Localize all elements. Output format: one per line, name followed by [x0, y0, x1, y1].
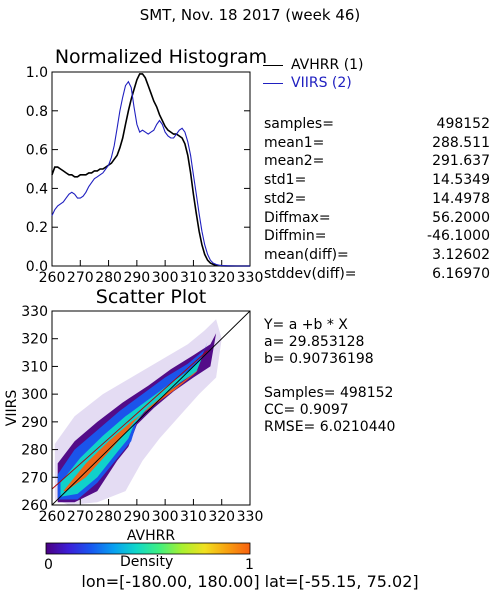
stat-label: mean1=: [264, 134, 325, 151]
stat-label: mean(diff)=: [264, 246, 349, 263]
scatter-title: Scatter Plot: [96, 286, 206, 308]
stat-value: 14.5349: [432, 172, 490, 189]
histogram-ytick-label: 0.8: [26, 104, 48, 120]
legend-viirs-label: VIIRS (2): [291, 75, 352, 91]
stat-value: -46.1000: [427, 228, 490, 245]
stat-label: Diffmin=: [264, 228, 327, 245]
stat-value: 56.2000: [432, 209, 490, 226]
histogram-xtick-label: 300: [152, 270, 179, 286]
scatter-ytick-label: 300: [21, 387, 48, 403]
stat-label: stddev(diff)=: [264, 265, 357, 282]
scatter-xtick-label: 330: [237, 509, 264, 525]
one-to-one-line: [51, 310, 251, 506]
stat-value: 498152: [436, 116, 490, 132]
legend-viirs-swatch: [263, 82, 283, 84]
regression-rmse: RMSE= 6.0210440: [264, 419, 396, 435]
scatter-ytick-label: 330: [21, 304, 48, 320]
scatter-ylabel: VIIRS: [4, 390, 20, 427]
histogram-xtick-label: 280: [95, 270, 122, 286]
legend-avhrr-swatch: [263, 64, 283, 66]
footer-coords: lon=[-180.00, 180.00] lat=[-55.15, 75.02…: [81, 572, 419, 591]
histogram-title: Normalized Histogram: [55, 46, 267, 68]
histogram-xtick-label: 270: [67, 270, 94, 286]
stat-label: mean2=: [264, 153, 325, 170]
scatter-xtick-label: 280: [95, 509, 122, 525]
legend-avhrr: AVHRR (1): [263, 57, 364, 73]
stat-value: 288.511: [432, 134, 490, 151]
histogram-xtick-label: 330: [237, 270, 264, 286]
scatter-xtick-label: 300: [152, 509, 179, 525]
colorbar-max-label: 1: [245, 557, 254, 573]
scatter-xtick-label: 320: [208, 509, 235, 525]
colorbar-min-label: 0: [44, 557, 53, 573]
histogram-ytick-label: 0.6: [26, 143, 48, 159]
scatter-ytick-label: 290: [21, 415, 48, 431]
stat-label: std2=: [264, 190, 307, 207]
scatter-ytick-label: 260: [21, 498, 48, 514]
stat-value: 3.12602: [432, 246, 490, 263]
scatter-xtick-label: 310: [180, 509, 207, 525]
scatter-ytick-label: 270: [21, 470, 48, 486]
histogram-xtick-label: 260: [39, 270, 66, 286]
regression-equation: Y= a +b * X: [264, 317, 348, 333]
histogram-ytick-label: 1.0: [26, 65, 48, 81]
stat-label: std1=: [264, 172, 307, 189]
scatter-frame: [51, 310, 251, 506]
regression-b: b= 0.90736198: [264, 351, 374, 367]
histogram-frame: [51, 71, 251, 267]
histogram-ytick-label: 0.4: [26, 181, 48, 197]
scatter-xtick-label: 260: [39, 509, 66, 525]
regression-a: a= 29.853128: [264, 334, 365, 350]
scatter-ytick-label: 280: [21, 443, 48, 459]
page-title: SMT, Nov. 18 2017 (week 46): [139, 6, 361, 24]
stat-value: 291.637: [432, 153, 490, 170]
histogram-ytick-label: 0.0: [26, 259, 48, 275]
histogram-xtick-label: 290: [123, 270, 150, 286]
stat-value: 6.16970: [432, 265, 490, 282]
scatter-xtick-label: 270: [67, 509, 94, 525]
regression-cc: CC= 0.9097: [264, 402, 349, 418]
legend-viirs: VIIRS (2): [263, 75, 352, 91]
stat-value: 14.4978: [432, 190, 490, 207]
stat-label: Diffmax=: [264, 209, 331, 226]
avhrr-histogram-line: [51, 73, 250, 267]
stat-label: samples=: [264, 116, 334, 132]
colorbar: [45, 542, 251, 555]
colorbar-title: Density: [120, 554, 174, 570]
scatter-ytick-label: 320: [21, 332, 48, 348]
scatter-xtick-label: 290: [123, 509, 150, 525]
histogram-xtick-label: 310: [180, 270, 207, 286]
scatter-xlabel: AVHRR: [127, 528, 176, 544]
scatter-ytick-label: 310: [21, 359, 48, 375]
regression-line: [51, 350, 208, 490]
regression-samples: Samples= 498152: [264, 385, 394, 401]
legend-avhrr-label: AVHRR (1): [291, 57, 364, 73]
viirs-histogram-line: [51, 80, 250, 267]
histogram-xtick-label: 320: [208, 270, 235, 286]
histogram-ytick-label: 0.2: [26, 220, 48, 236]
